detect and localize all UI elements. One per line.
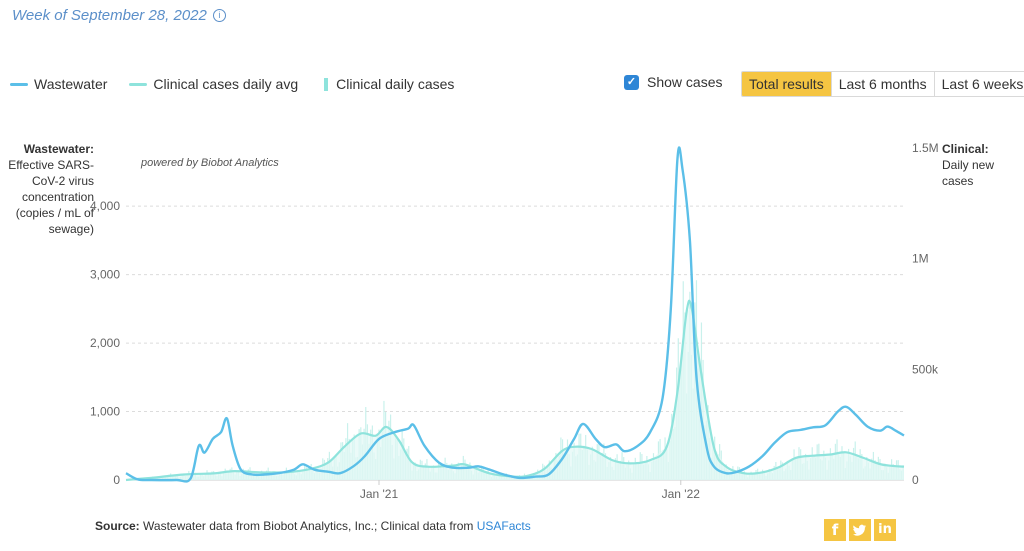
left-tick-label: 4,000 (90, 199, 120, 213)
right-axis-title-bold: Clinical: (942, 142, 989, 156)
x-tick-label: Jan '21 (360, 487, 399, 501)
facebook-icon[interactable]: f (824, 519, 846, 541)
left-axis-title: Wastewater: Effective SARS-CoV-2 virus c… (6, 141, 94, 237)
legend-item-clinical-avg[interactable]: Clinical cases daily avg (129, 76, 298, 92)
clinical-avg-area (126, 307, 904, 480)
chart-legend: Wastewater Clinical cases daily avg Clin… (10, 76, 476, 92)
week-label-text: Week of September 28, 2022 (12, 7, 207, 24)
right-tick-label: 1M (912, 252, 929, 266)
legend-label-clinical-avg: Clinical cases daily avg (153, 76, 299, 92)
right-tick-label: 500k (912, 362, 939, 376)
legend-label-clinical-daily: Clinical daily cases (336, 76, 455, 92)
right-axis-title-rest: Daily new cases (942, 158, 995, 188)
show-cases-label: Show cases (647, 74, 723, 90)
clinical-avg-line-swatch (129, 82, 148, 86)
right-tick-label: 1.5M (912, 141, 939, 155)
range-button-6-weeks[interactable]: Last 6 weeks (933, 72, 1024, 96)
twitter-icon[interactable] (849, 519, 871, 541)
range-selector: Total results Last 6 months Last 6 weeks (741, 71, 1024, 97)
x-tick-label: Jan '22 (662, 487, 701, 501)
social-share: f in (824, 519, 896, 541)
legend-label-wastewater: Wastewater (34, 76, 108, 92)
wastewater-line-swatch (10, 82, 28, 86)
left-tick-label: 3,000 (90, 268, 120, 282)
linkedin-icon[interactable]: in (874, 519, 896, 541)
right-tick-label: 0 (912, 473, 919, 487)
left-axis-title-rest: Effective SARS-CoV-2 virus concentration… (8, 158, 94, 236)
clinical-avg-line (125, 299, 905, 482)
range-button-6-months[interactable]: Last 6 months (830, 72, 934, 96)
source-label: Source: (95, 519, 140, 533)
right-axis-title: Clinical: Daily new cases (942, 141, 1012, 189)
wastewater-line (125, 146, 905, 483)
clinical-daily-bar-swatch (324, 77, 329, 91)
range-button-total[interactable]: Total results (742, 72, 831, 96)
show-cases-checkbox[interactable]: ✓ (624, 74, 639, 90)
left-tick-label: 0 (113, 473, 120, 487)
source-text: Wastewater data from Biobot Analytics, I… (139, 519, 477, 533)
legend-item-clinical-daily[interactable]: Clinical daily cases (320, 76, 454, 92)
left-tick-label: 1,000 (90, 405, 120, 419)
legend-item-wastewater[interactable]: Wastewater (10, 76, 107, 92)
left-tick-label: 2,000 (90, 336, 120, 350)
watermark: powered by Biobot Analytics (140, 157, 279, 169)
left-axis-title-bold: Wastewater: (23, 142, 94, 156)
source-note: Source: Wastewater data from Biobot Anal… (95, 519, 531, 533)
usafacts-link[interactable]: USAFacts (476, 519, 531, 533)
info-circle-icon[interactable]: i (212, 9, 226, 22)
week-label: Week of September 28, 2022 i (12, 7, 226, 24)
show-cases-toggle[interactable]: ✓ Show cases (624, 74, 722, 90)
